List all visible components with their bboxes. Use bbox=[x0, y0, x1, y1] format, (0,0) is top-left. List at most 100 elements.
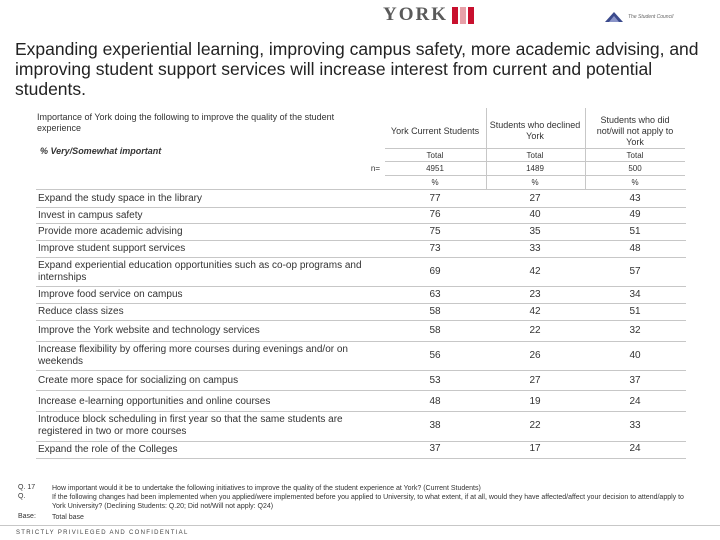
value-declined: 42 bbox=[529, 306, 541, 317]
row-label: Improve the York website and technology … bbox=[38, 325, 260, 336]
row-label: Invest in campus safety bbox=[38, 210, 143, 221]
value-not-apply: 37 bbox=[629, 375, 641, 386]
value-not-apply: 51 bbox=[629, 226, 641, 237]
pct-sign: % bbox=[631, 178, 639, 187]
value-not-apply: 51 bbox=[629, 306, 641, 317]
row-divider bbox=[36, 257, 686, 258]
measure-label: % Very/Somewhat important bbox=[40, 146, 162, 156]
question-text: Importance of York doing the following t… bbox=[37, 112, 335, 133]
value-declined: 40 bbox=[529, 209, 541, 220]
value-current: 77 bbox=[429, 193, 441, 204]
value-declined: 42 bbox=[529, 266, 541, 277]
row-label: Expand the study space in the library bbox=[38, 193, 202, 204]
value-not-apply: 33 bbox=[629, 420, 641, 431]
value-declined: 27 bbox=[529, 193, 541, 204]
divider bbox=[36, 189, 686, 190]
row-divider bbox=[36, 370, 686, 371]
confidential-notice: STRICTLY PRIVILEGED AND CONFIDENTIAL bbox=[16, 530, 189, 536]
col-header-current: York Current Students bbox=[390, 125, 480, 136]
col-divider bbox=[486, 108, 487, 190]
pct-sign: % bbox=[431, 178, 439, 187]
row-divider bbox=[36, 207, 686, 208]
row-divider bbox=[36, 223, 686, 224]
footnote-base: Total base bbox=[52, 514, 84, 521]
value-not-apply: 24 bbox=[629, 396, 641, 407]
value-declined: 26 bbox=[529, 350, 541, 361]
row-divider bbox=[36, 390, 686, 391]
total-label: Total bbox=[426, 151, 444, 160]
row-divider bbox=[36, 240, 686, 241]
value-declined: 23 bbox=[529, 289, 541, 300]
value-current: 69 bbox=[429, 266, 441, 277]
value-current: 48 bbox=[429, 396, 441, 407]
row-label: Reduce class sizes bbox=[38, 306, 124, 317]
value-current: 63 bbox=[429, 289, 441, 300]
footer-divider bbox=[0, 525, 720, 526]
value-current: 58 bbox=[429, 306, 441, 317]
total-label: Total bbox=[626, 151, 644, 160]
row-label: Provide more academic advising bbox=[38, 226, 183, 237]
row-label: Expand experiential education opportunit… bbox=[38, 260, 362, 283]
row-divider bbox=[36, 303, 686, 304]
value-not-apply: 32 bbox=[629, 325, 641, 336]
value-not-apply: 24 bbox=[629, 443, 641, 454]
row-label: Introduce block scheduling in first year… bbox=[38, 414, 343, 437]
row-label: Expand the role of the Colleges bbox=[38, 444, 178, 455]
value-not-apply: 43 bbox=[629, 193, 641, 204]
council-text: The Student Council bbox=[628, 14, 674, 20]
value-not-apply: 40 bbox=[629, 350, 641, 361]
divider bbox=[385, 148, 685, 149]
row-label: Improve food service on campus bbox=[38, 289, 183, 300]
value-not-apply: 48 bbox=[629, 243, 641, 254]
col-divider bbox=[585, 108, 586, 190]
row-divider bbox=[36, 458, 686, 459]
col-header-not-apply: Students who did not/will not apply to Y… bbox=[596, 114, 674, 147]
n-label: n= bbox=[370, 164, 380, 173]
value-declined: 22 bbox=[529, 420, 541, 431]
student-council-logo: The Student Council bbox=[603, 10, 673, 24]
york-logo-text: YORK bbox=[383, 4, 448, 25]
footnote-key-q17: Q. 17 bbox=[18, 484, 36, 491]
value-current: 37 bbox=[429, 443, 441, 454]
row-divider bbox=[36, 286, 686, 287]
divider bbox=[385, 161, 685, 162]
value-declined: 35 bbox=[529, 226, 541, 237]
value-not-apply: 34 bbox=[629, 289, 641, 300]
page-title: Expanding experiential learning, improvi… bbox=[15, 39, 699, 99]
n-value: 500 bbox=[628, 164, 642, 173]
footnote-q17: How important would it be to undertake t… bbox=[52, 485, 481, 492]
value-current: 56 bbox=[429, 350, 441, 361]
value-current: 76 bbox=[429, 209, 441, 220]
footnote-q: If the following changes had been implem… bbox=[52, 494, 684, 510]
value-current: 73 bbox=[429, 243, 441, 254]
row-divider bbox=[36, 411, 686, 412]
divider bbox=[385, 175, 685, 176]
n-value: 4951 bbox=[426, 164, 444, 173]
value-declined: 19 bbox=[529, 396, 541, 407]
row-divider bbox=[36, 341, 686, 342]
header-band bbox=[0, 0, 720, 28]
york-logo-bars bbox=[452, 6, 474, 24]
value-current: 38 bbox=[429, 420, 441, 431]
row-divider bbox=[36, 441, 686, 442]
row-label: Create more space for socializing on cam… bbox=[38, 375, 239, 386]
value-declined: 27 bbox=[529, 375, 541, 386]
footnote-key-base: Base: bbox=[18, 513, 36, 520]
value-not-apply: 57 bbox=[629, 266, 641, 277]
pct-sign: % bbox=[531, 178, 539, 187]
row-label: Increase flexibility by offering more co… bbox=[38, 344, 348, 367]
value-declined: 17 bbox=[529, 443, 541, 454]
york-logo: YORK bbox=[383, 4, 474, 26]
row-divider bbox=[36, 320, 686, 321]
footnote-key-q: Q. bbox=[18, 493, 26, 500]
council-emblem-icon bbox=[605, 12, 623, 22]
value-current: 75 bbox=[429, 226, 441, 237]
col-header-declined: Students who declined York bbox=[489, 120, 581, 141]
value-declined: 22 bbox=[529, 325, 541, 336]
n-value: 1489 bbox=[526, 164, 544, 173]
total-label: Total bbox=[526, 151, 544, 160]
row-label: Increase e-learning opportunities and on… bbox=[38, 396, 271, 407]
value-declined: 33 bbox=[529, 243, 541, 254]
value-current: 53 bbox=[429, 375, 441, 386]
row-label: Improve student support services bbox=[38, 243, 186, 254]
